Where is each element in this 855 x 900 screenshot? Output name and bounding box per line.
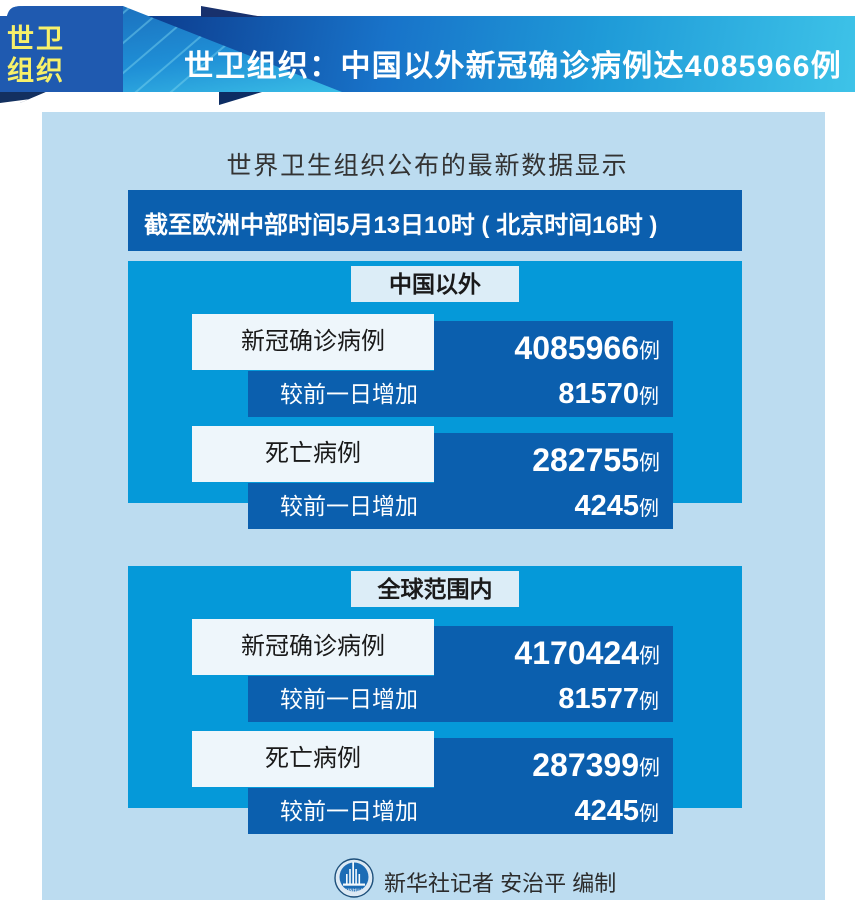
svg-text:XINHUA: XINHUA: [345, 888, 364, 893]
